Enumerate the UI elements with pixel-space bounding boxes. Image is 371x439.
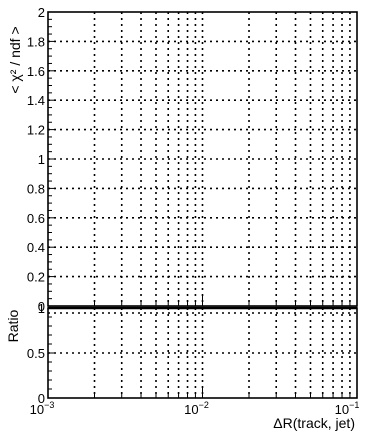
top-y-tick-label: 1.6 [27, 64, 45, 79]
top-y-tick-label: 0.2 [27, 270, 45, 285]
top-y-tick-label: 2 [38, 5, 45, 20]
ratio-y-tick-label: 1 [38, 301, 45, 316]
top-y-tick-label: 0 [38, 299, 45, 314]
top-y-tick-label: 1.2 [27, 123, 45, 138]
ratio-y-tick-label: 0.5 [27, 346, 45, 361]
x-tick-label: 10−2 [184, 400, 209, 417]
grid [48, 12, 357, 398]
top-plot-frame [47, 11, 358, 307]
top-y-tick-label: 1.8 [27, 34, 45, 49]
top-y-tick-label: 0.8 [27, 181, 45, 196]
tick-labels: 0 0.2 0.4 0.6 0.8 1 1.2 1.4 1.6 1.8 2 0 0.5 1 10−3 10−2… [27, 5, 359, 417]
top-y-tick-label: 1.4 [27, 93, 45, 108]
top-y-axis-label: < χ² / ndf > [7, 26, 23, 93]
ratio-y-axis-label: Ratio [5, 309, 21, 342]
top-y-tick-label: 0.4 [27, 240, 45, 255]
x-axis-label: ΔR(track, jet) [273, 415, 355, 431]
ticks [47, 11, 358, 399]
top-y-tick-label: 0.6 [27, 211, 45, 226]
x-tick-label: 10−1 [335, 400, 360, 417]
ratio-y-tick-label: 0 [38, 391, 45, 406]
top-y-tick-label: 1 [38, 152, 45, 167]
x-tick-label: 10−3 [30, 400, 55, 417]
